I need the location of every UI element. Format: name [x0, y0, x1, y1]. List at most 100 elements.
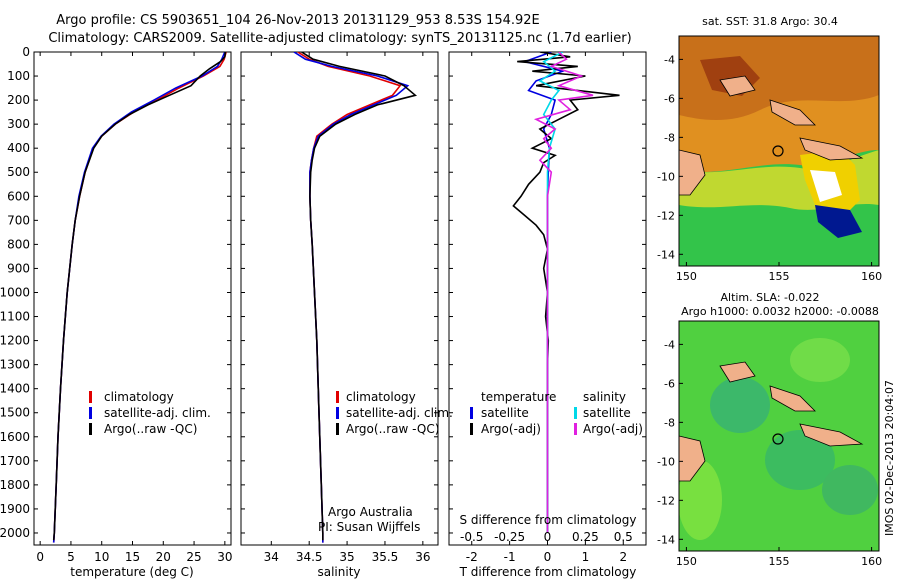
- map-x-tick-label: 160: [861, 270, 882, 283]
- salinity-series: [293, 52, 418, 543]
- x-tick-label: 1: [582, 550, 590, 564]
- y-tick-label: 1200: [0, 334, 30, 348]
- legend-s-satellite-swatch: [574, 407, 577, 419]
- sla-float-marker: [772, 433, 784, 445]
- sst-map: [679, 36, 879, 266]
- legend-satellite-swatch: [336, 407, 339, 419]
- map-y-tick-label: -14: [657, 248, 675, 261]
- series-line-s-satellite: [538, 52, 564, 533]
- map-y-tick-label: -12: [657, 209, 675, 222]
- sst-cloud-patch: [810, 170, 842, 202]
- sla-map-title-2: Argo h1000: 0.0032 h2000: -0.0088: [681, 305, 879, 318]
- map-y-tick-label: -6: [664, 377, 675, 390]
- map-y-tick-label: -4: [664, 338, 675, 351]
- y-tick-label: 2000: [0, 526, 30, 540]
- map-y-tick-label: -8: [664, 416, 675, 429]
- x-tick-label: 0: [36, 550, 44, 564]
- y-tick-label: 1600: [0, 430, 30, 444]
- map-y-tick-label: -10: [657, 170, 675, 183]
- legend-t-satellite: satellite: [481, 406, 529, 420]
- x-tick-label: 5: [67, 550, 75, 564]
- x-tick-label: 34: [264, 550, 279, 564]
- x-tick-label-secondary: -0.25: [494, 530, 525, 544]
- series-line-t-argo: [512, 52, 620, 533]
- difference-legend: temperature satellite Argo(-adj) salinit…: [470, 390, 643, 436]
- x-tick-label: 0: [544, 550, 552, 564]
- x-tick-label: 34.5: [296, 550, 323, 564]
- legend-argo-swatch: [89, 423, 92, 435]
- y-tick-label: 100: [7, 69, 30, 83]
- map-x-tick-label: 155: [769, 270, 790, 283]
- series-line-satellite: [293, 52, 410, 543]
- x-tick-label: 36: [415, 550, 430, 564]
- legend-satellite-swatch: [89, 407, 92, 419]
- legend-s-satellite: satellite: [583, 406, 631, 420]
- sst-hot-region: [679, 36, 879, 120]
- map-y-tick-label: -8: [664, 131, 675, 144]
- x-tick-label: 25: [186, 550, 201, 564]
- x-tick-label-secondary: -0.5: [460, 530, 483, 544]
- y-tick-label: 1500: [0, 406, 30, 420]
- map-x-tick-label: 150: [676, 270, 697, 283]
- x-tick-label-secondary: 0.5: [614, 530, 633, 544]
- temperature-axes: [33, 51, 232, 546]
- annotation-argo-australia: Argo Australia: [328, 505, 413, 519]
- map-y-tick-label: -4: [664, 53, 675, 66]
- legend-satellite: satellite-adj. clim.: [104, 406, 211, 420]
- map-y-tick-label: -10: [657, 455, 675, 468]
- sla-map: [679, 321, 879, 551]
- difference-series: [512, 52, 620, 533]
- sla-land-bougainville: [769, 385, 816, 412]
- legend-climatology: climatology: [104, 390, 174, 404]
- y-tick-label: 1800: [0, 478, 30, 492]
- salinity-axes: [240, 51, 439, 546]
- series-line-t-satellite: [522, 52, 566, 533]
- annotation-pi: PI: Susan Wijffels: [318, 520, 420, 534]
- temperature-legend: climatology satellite-adj. clim. Argo(..…: [89, 390, 211, 436]
- x-tick-label-secondary: 0: [544, 530, 552, 544]
- sla-map-title-1: Altim. SLA: -0.022: [720, 291, 819, 304]
- y-tick-label: 600: [7, 189, 30, 203]
- sla-land-solomons: [799, 423, 864, 447]
- side-note: IMOS 02-Dec-2013 20:04:07: [883, 380, 896, 536]
- x-tick-label: 2: [619, 550, 627, 564]
- axis-ticks: 0 5 10 15 20 25 300100200300400500600700800900…: [0, 45, 646, 564]
- x-tick-label: 30: [217, 550, 232, 564]
- legend-t-argo: Argo(-adj): [481, 422, 541, 436]
- legend-s-argo: Argo(-adj): [583, 422, 643, 436]
- x-tick-label: 35.5: [372, 550, 399, 564]
- y-tick-label: 400: [7, 141, 30, 155]
- legend-argo: Argo(..raw -QC): [104, 422, 197, 436]
- series-line-argo: [52, 52, 227, 541]
- sst-land-newbritain: [719, 75, 756, 97]
- x-tick-label: 20: [156, 550, 171, 564]
- series-line-climatology: [297, 52, 402, 543]
- y-tick-label: 0: [22, 45, 30, 59]
- temperature-xlabel: temperature (deg C): [70, 565, 193, 579]
- sst-float-marker: [772, 145, 784, 157]
- map-y-tick-label: -6: [664, 92, 675, 105]
- legend-argo: Argo(..raw -QC): [346, 422, 439, 436]
- x-tick-label: -2: [466, 550, 478, 564]
- temperature-series: [52, 52, 227, 543]
- series-line-argo: [301, 52, 418, 541]
- x-tick-label-secondary: 0.25: [572, 530, 599, 544]
- y-tick-label: 1400: [0, 382, 30, 396]
- map-y-tick-label: -12: [657, 494, 675, 507]
- y-tick-label: 1700: [0, 454, 30, 468]
- y-tick-label: 800: [7, 237, 30, 251]
- series-line-s-argo: [533, 52, 594, 533]
- series-line-satellite: [52, 52, 226, 543]
- map-y-tick-label: -14: [657, 533, 675, 546]
- sla-high-2: [790, 338, 850, 382]
- y-tick-label: 1100: [0, 310, 30, 324]
- sst-missing-patch: [815, 205, 862, 238]
- y-tick-label: 1300: [0, 358, 30, 372]
- x-tick-label: 10: [94, 550, 109, 564]
- legend-s-argo-swatch: [574, 423, 577, 435]
- difference-top-title: S difference from climatology: [460, 513, 637, 527]
- header-line1: Argo profile: CS 5903651_104 26-Nov-2013…: [56, 13, 540, 28]
- y-tick-label: 300: [7, 117, 30, 131]
- header-line2: Climatology: CARS2009. Satellite-adjuste…: [48, 31, 631, 46]
